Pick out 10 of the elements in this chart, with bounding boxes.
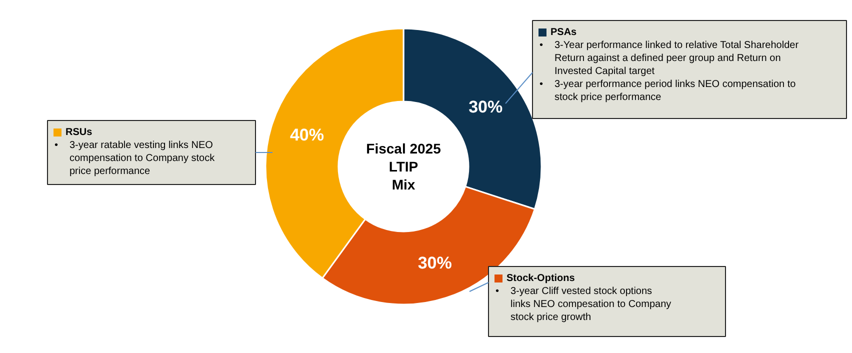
data-label: 30% <box>468 97 503 116</box>
data-label: 30% <box>418 254 452 273</box>
legend-label: RSUs <box>66 127 93 138</box>
legend-label: PSAs <box>550 27 578 38</box>
data-label: 40% <box>290 126 324 145</box>
text: • 3-Year performance linked to relative Total Shareholder Return against a defined peer group and Return on Invested Capital target • 3-year performance period links NEO compensation to stock price performance <box>540 40 800 103</box>
text: Fiscal 2025 LTIP Mix <box>366 140 442 192</box>
legend-label: Stock-Options <box>506 273 576 284</box>
text: • 3-year ratable vesting links NEO compensation to Company stock price performance <box>54 140 216 177</box>
text: • 3-year Cliff vested stock options links NEO compesation to Company stock price growth <box>496 286 672 323</box>
